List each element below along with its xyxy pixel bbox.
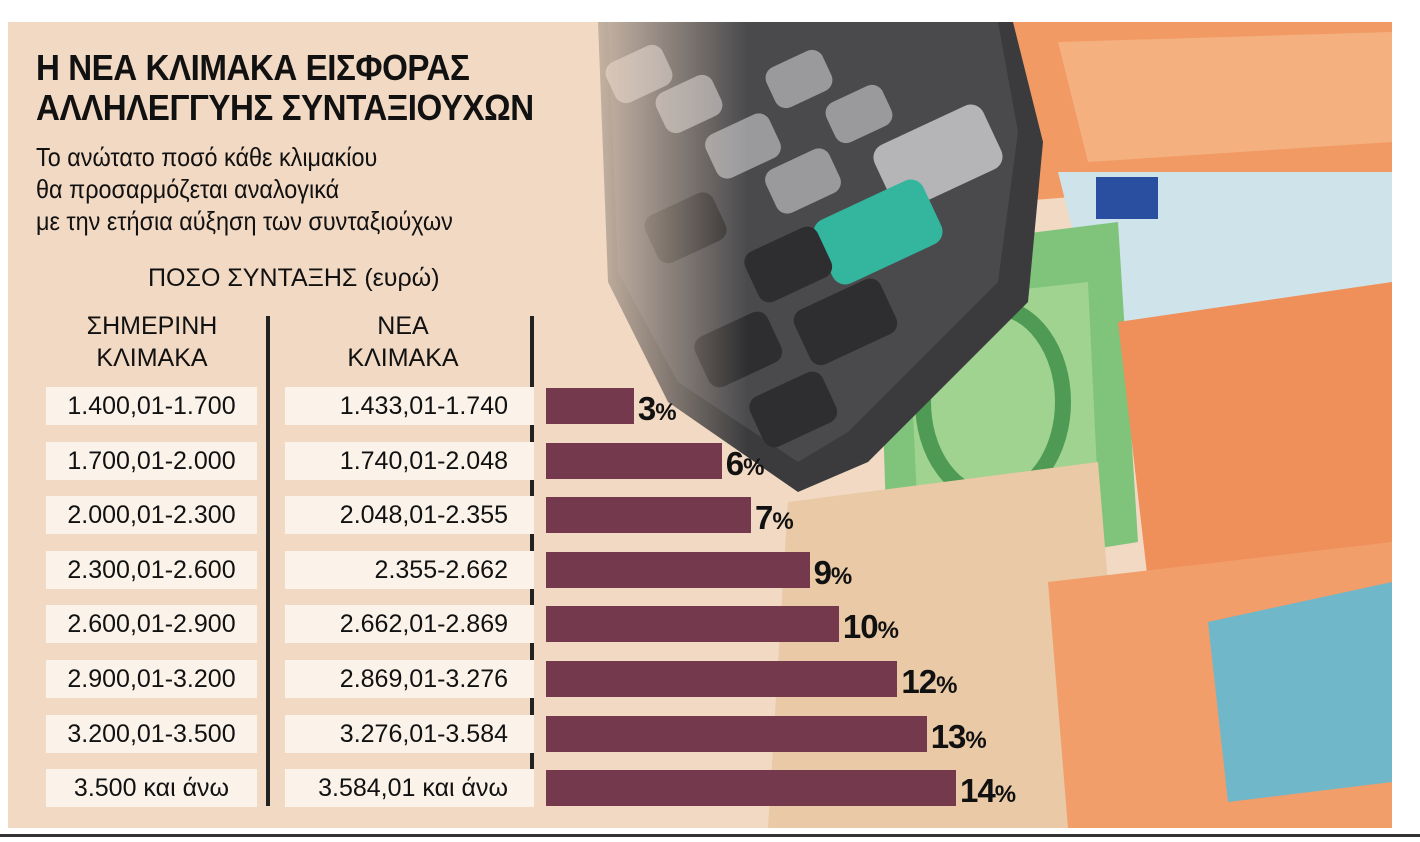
rate-value: 10 (842, 608, 879, 646)
current-scale-cell: 3.200,01-3.500 (46, 714, 257, 753)
new-scale-header-line-2: ΚΛΙΜΑΚΑ (347, 344, 459, 372)
new-scale-cell: 1.433,01-1.740 (285, 387, 534, 425)
new-scale-cell: 3.584,01 και άνω (285, 769, 534, 808)
current-scale-cell: 2.300,01-2.600 (46, 550, 257, 589)
calculator-banknotes-illustration (8, 22, 1392, 828)
column-divider-left (266, 316, 270, 806)
rate-bar (546, 442, 722, 479)
infographic-panel: Η ΝΕΑ ΚΛΙΜΑΚΑ ΕΙΣΦΟΡΑΣ ΑΛΛΗΛΕΓΓΥΗΣ ΣΥΝΤΑ… (8, 22, 1392, 828)
rate-label: 14% (960, 771, 1016, 815)
rate-label: 12% (901, 662, 957, 706)
rate-value: 14 (960, 772, 996, 810)
rate-value: 9 (813, 553, 832, 591)
rate-value: 6 (725, 444, 744, 482)
rate-label: 13% (930, 717, 987, 761)
rate-label: 9% (813, 553, 853, 597)
percent-sign: % (743, 453, 764, 481)
percent-sign: % (965, 726, 986, 754)
rate-label: 3% (637, 389, 677, 433)
new-scale-cell: 3.276,01-3.584 (285, 714, 534, 753)
subtitle-line-2: θα προσαρμόζεται αναλογικά (36, 174, 340, 204)
percent-sign: % (772, 508, 793, 536)
new-scale-cell: 2.869,01-3.276 (285, 660, 534, 698)
rate-value: 3 (637, 390, 656, 427)
amount-header: ΠΟΣΟ ΣΥΝΤΑΞΗΣ (ευρώ) (148, 264, 440, 292)
chart-title-line-1: Η ΝΕΑ ΚΛΙΜΑΚΑ ΕΙΣΦΟΡΑΣ (36, 47, 470, 88)
subtitle-line-3: με την ετήσια αύξηση των συνταξιούχων (36, 206, 453, 236)
percent-sign: % (936, 672, 957, 699)
new-scale-cell: 2.662,01-2.869 (285, 605, 534, 644)
rate-value: 13 (930, 717, 967, 755)
rate-bar (546, 661, 898, 697)
rate-label: 10% (842, 607, 899, 651)
rate-label: 6% (725, 444, 765, 488)
current-scale-header-line-2: ΚΛΙΜΑΚΑ (96, 344, 208, 372)
new-scale-cell: 2.048,01-2.355 (285, 496, 534, 535)
rate-bar (546, 770, 956, 807)
new-scale-header-line-1: ΝΕΑ (377, 312, 429, 340)
banknote-orange-right (1118, 282, 1392, 582)
new-scale-cell: 2.355-2.662 (285, 550, 534, 589)
rate-bar (546, 715, 927, 752)
current-scale-cell: 2.600,01-2.900 (46, 605, 257, 644)
current-scale-cell: 2.900,01-3.200 (46, 660, 257, 698)
percent-sign: % (994, 781, 1016, 809)
rate-bar (546, 388, 634, 424)
rate-bar (546, 551, 810, 588)
rate-value: 7 (755, 499, 773, 537)
current-scale-cell: 1.400,01-1.700 (46, 387, 257, 425)
chart-title-line-2: ΑΛΛΗΛΕΓΓΥΗΣ ΣΥΝΤΑΞΙΟΥΧΩΝ (36, 87, 534, 128)
current-scale-cell: 2.000,01-2.300 (46, 496, 257, 535)
rate-bar (546, 606, 839, 643)
rate-label: 7% (755, 498, 794, 542)
current-scale-cell: 1.700,01-2.000 (46, 441, 257, 480)
subtitle-line-1: Το ανώτατο ποσό κάθε κλιμακίου (36, 142, 378, 172)
rate-bar (546, 497, 751, 534)
new-scale-cell: 1.740,01-2.048 (285, 441, 534, 480)
percent-sign: % (877, 617, 899, 645)
percent-sign: % (655, 399, 676, 426)
banknote-orange-top (968, 22, 1392, 202)
current-scale-header-line-1: ΣΗΜΕΡΙΝΗ (86, 312, 218, 340)
bottom-rule (0, 834, 1420, 837)
percent-sign: % (830, 562, 852, 590)
rate-value: 12 (901, 663, 937, 700)
current-scale-cell: 3.500 και άνω (46, 769, 257, 808)
